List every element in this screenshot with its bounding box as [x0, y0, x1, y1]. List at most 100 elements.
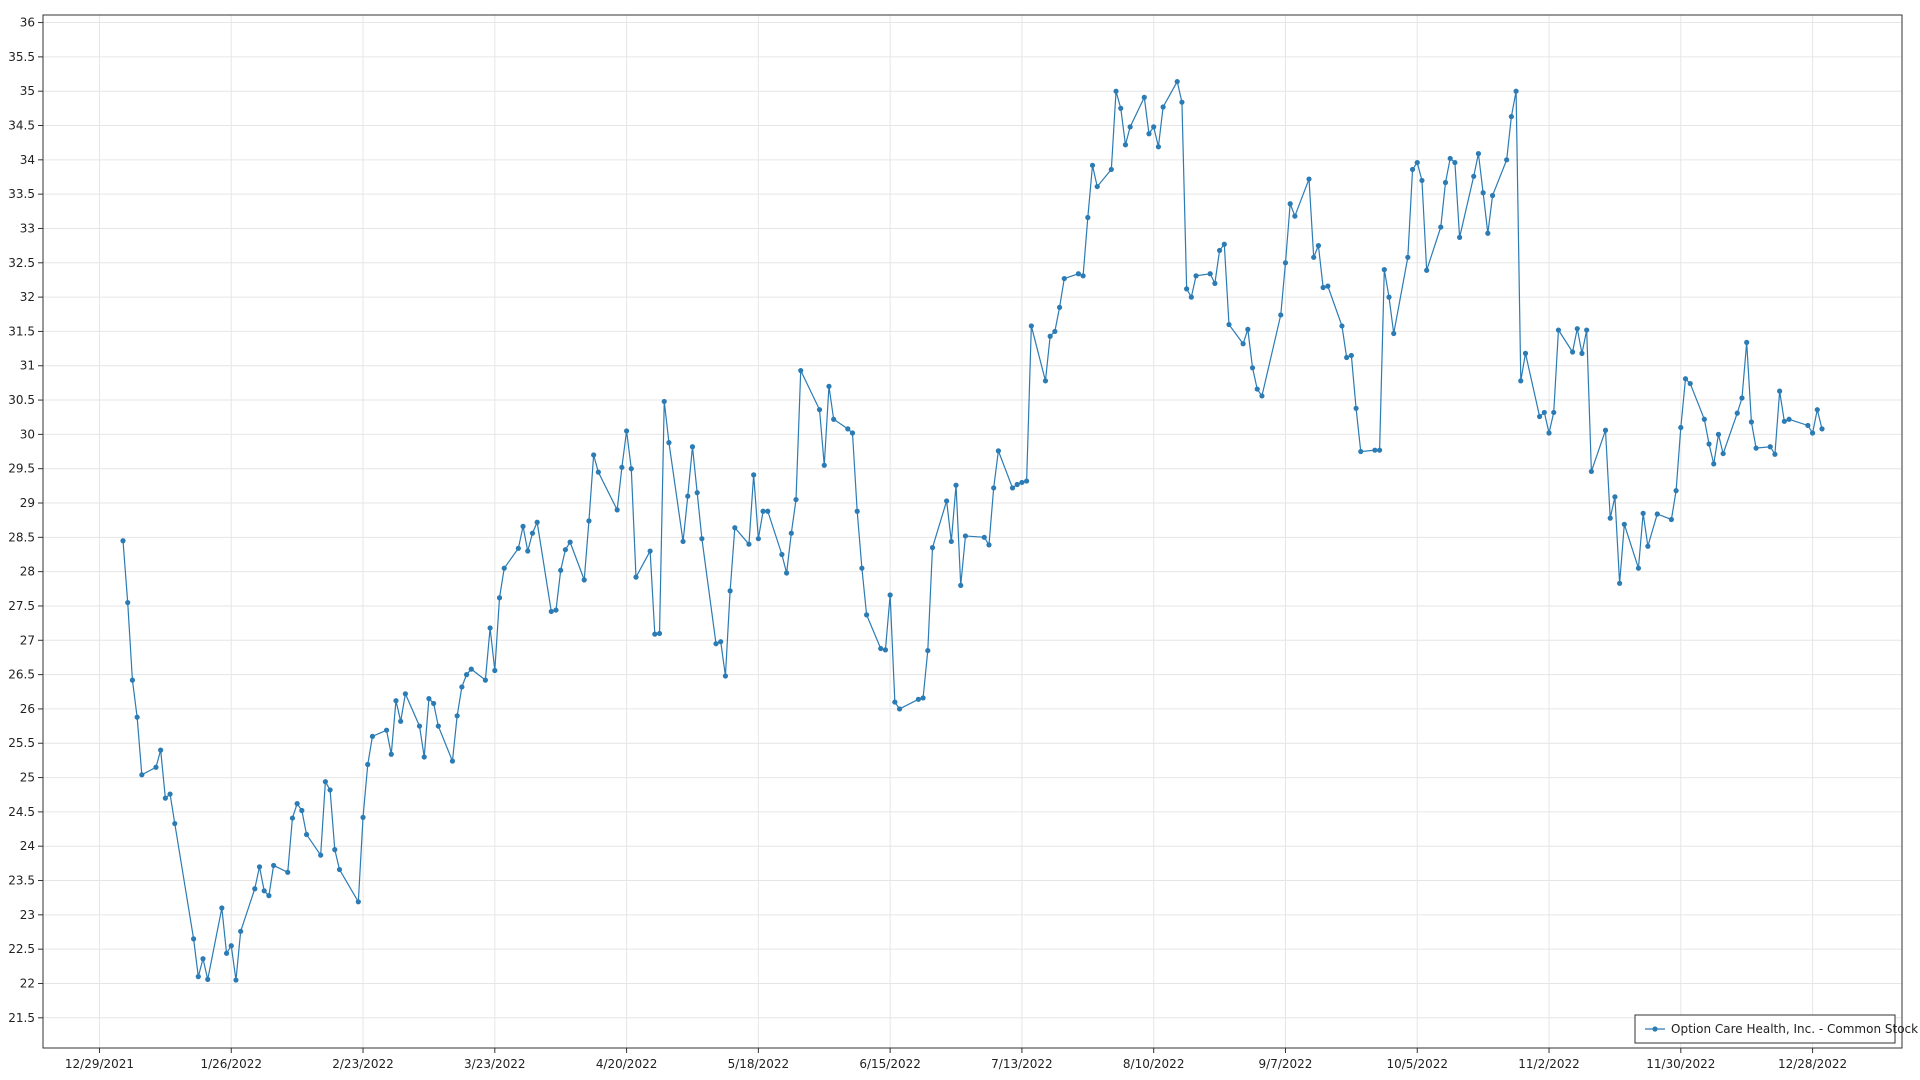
data-point — [591, 452, 597, 458]
data-point — [1089, 162, 1096, 168]
data-point — [1344, 354, 1350, 361]
data-point — [1381, 267, 1387, 273]
data-point — [991, 485, 997, 491]
data-point — [322, 779, 328, 785]
data-point — [1673, 488, 1679, 494]
y-tick-label: 35.5 — [8, 50, 35, 64]
data-point — [303, 831, 310, 838]
data-point — [1113, 88, 1119, 94]
data-point — [689, 444, 696, 450]
data-point — [647, 548, 653, 554]
x-tick-label: 10/5/2022 — [1386, 1057, 1448, 1071]
data-point — [619, 464, 625, 470]
data-point — [929, 545, 936, 551]
data-point — [416, 723, 423, 729]
data-point — [1621, 521, 1627, 527]
data-point — [525, 548, 531, 554]
data-point — [1654, 511, 1660, 517]
data-point — [925, 647, 931, 654]
data-point — [1414, 159, 1420, 166]
data-point — [958, 582, 964, 588]
data-point — [1207, 271, 1213, 277]
x-tick-label: 7/13/2022 — [991, 1057, 1053, 1071]
data-point — [125, 599, 131, 606]
y-tick-label: 34.5 — [8, 119, 35, 133]
data-point — [746, 541, 752, 547]
data-point — [1245, 326, 1251, 332]
data-point — [1146, 131, 1152, 137]
data-point — [1306, 176, 1312, 182]
y-tick-label: 36 — [20, 16, 35, 30]
data-point — [1160, 104, 1166, 110]
data-point — [722, 673, 729, 679]
data-point — [1546, 430, 1552, 436]
data-point — [765, 508, 771, 514]
data-point — [393, 698, 399, 704]
data-point — [332, 847, 338, 853]
data-point — [1075, 271, 1081, 277]
y-tick-label: 28 — [20, 565, 35, 579]
data-point — [558, 567, 564, 573]
data-point — [1701, 416, 1707, 422]
data-point — [238, 928, 244, 934]
data-point — [134, 714, 140, 720]
data-point — [1682, 376, 1689, 382]
data-point — [760, 508, 766, 514]
data-point — [1720, 450, 1726, 457]
data-point — [289, 815, 296, 821]
data-point — [285, 869, 291, 875]
data-point — [1819, 426, 1825, 432]
data-point — [191, 936, 197, 942]
data-point — [628, 466, 634, 472]
data-point — [1024, 478, 1030, 484]
data-point — [360, 814, 366, 820]
data-point — [383, 727, 390, 733]
data-point — [195, 974, 201, 980]
y-tick-label: 29 — [20, 496, 35, 510]
data-point — [1734, 410, 1740, 416]
data-point — [896, 706, 903, 712]
data-point — [1424, 267, 1430, 273]
data-point — [402, 691, 408, 697]
data-point — [779, 551, 785, 558]
data-point — [821, 462, 827, 468]
data-point — [1584, 327, 1590, 333]
x-tick-label: 11/30/2022 — [1646, 1057, 1715, 1071]
data-point — [327, 787, 333, 793]
data-point — [1282, 260, 1289, 266]
data-point — [1772, 451, 1778, 457]
data-point — [1052, 328, 1058, 335]
data-point — [1513, 88, 1519, 94]
data-point — [167, 791, 173, 797]
x-tick-label: 9/7/2022 — [1259, 1057, 1313, 1071]
data-point — [200, 956, 206, 962]
data-point — [1504, 157, 1510, 163]
data-point — [158, 747, 164, 753]
y-tick-label: 31 — [20, 359, 35, 373]
data-point — [1221, 241, 1227, 247]
data-point — [492, 667, 498, 674]
data-point — [1452, 159, 1458, 166]
data-point — [421, 754, 427, 760]
y-tick-label: 33 — [20, 221, 35, 235]
data-point — [534, 519, 540, 525]
data-point — [878, 645, 884, 652]
data-point — [336, 866, 343, 873]
data-point — [784, 570, 790, 576]
data-point — [172, 820, 178, 827]
x-tick-label: 12/29/2021 — [65, 1057, 134, 1071]
data-point — [553, 607, 559, 613]
data-point — [529, 530, 536, 536]
data-point — [548, 608, 554, 615]
data-point — [1805, 422, 1811, 429]
data-point — [1617, 580, 1623, 586]
data-point — [153, 764, 159, 770]
y-tick-label: 22 — [20, 976, 35, 990]
data-point — [463, 672, 470, 678]
data-point — [365, 761, 371, 768]
data-point — [981, 534, 987, 540]
y-tick-label: 34 — [20, 153, 35, 167]
data-point — [318, 852, 324, 858]
x-tick-label: 8/10/2022 — [1123, 1057, 1185, 1071]
data-point — [562, 547, 569, 553]
